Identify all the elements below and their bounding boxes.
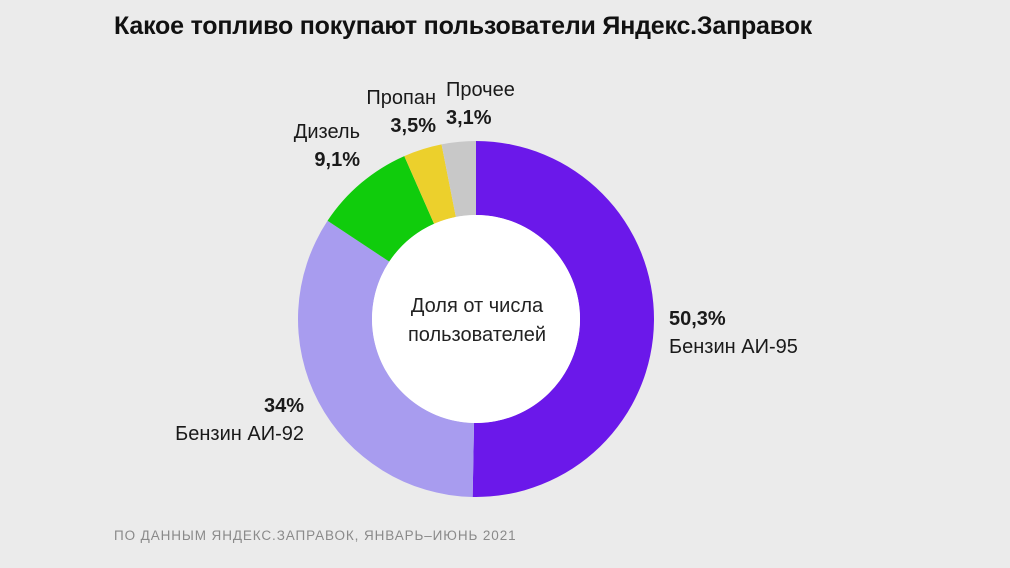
slice-other: [441, 141, 476, 217]
label-propan: Пропан 3,5%: [340, 84, 436, 140]
label-diesel-name: Дизель: [293, 121, 360, 143]
slice-propan: [404, 144, 456, 224]
slice-diesel: [327, 156, 435, 262]
label-ai95-name: Бензин АИ-95: [669, 336, 798, 358]
slice-ai92: [298, 220, 475, 497]
center-label: Доля от числа пользователей: [407, 295, 547, 346]
label-ai95: 50,3% Бензин АИ-95: [669, 305, 798, 361]
label-diesel: Дизель 9,1%: [270, 118, 360, 174]
label-other: Прочее 3,1%: [446, 76, 515, 132]
label-ai92-value: 34%: [263, 395, 304, 417]
label-other-value: 3,1%: [446, 107, 492, 129]
label-other-name: Прочее: [446, 79, 515, 101]
label-ai95-value: 50,3%: [669, 308, 726, 330]
label-propan-value: 3,5%: [390, 115, 436, 137]
source-note: ПО ДАННЫМ ЯНДЕКС.ЗАПРАВОК, ЯНВАРЬ–ИЮНЬ 2…: [114, 528, 517, 543]
label-ai92: 34% Бензин АИ-92: [164, 392, 304, 448]
donut-hole: [372, 215, 580, 423]
chart-title: Какое топливо покупают пользователи Янде…: [114, 12, 812, 40]
label-ai92-name: Бензин АИ-92: [175, 423, 304, 445]
label-diesel-value: 9,1%: [314, 149, 360, 171]
slice-ai95: [472, 141, 654, 497]
label-propan-name: Пропан: [366, 87, 436, 109]
